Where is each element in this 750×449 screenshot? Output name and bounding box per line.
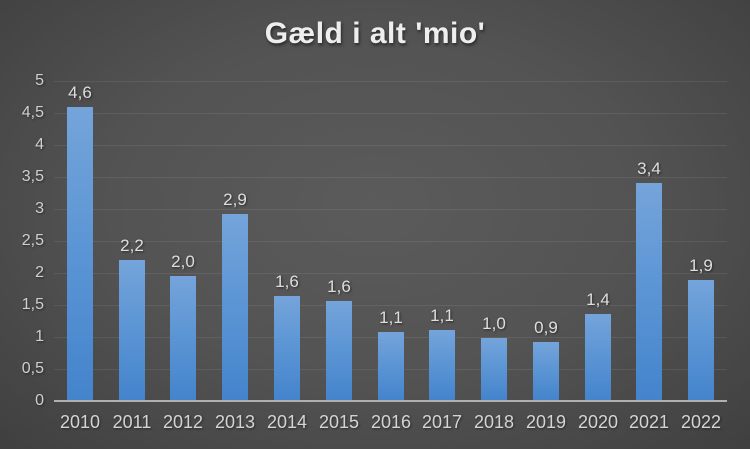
bar-value-label: 1,4 [586, 290, 610, 309]
bar-2014[interactable] [274, 296, 300, 400]
y-gridline [54, 209, 727, 210]
x-tick-label: 2022 [680, 412, 722, 432]
y-tick-label: 0 [35, 392, 44, 409]
x-tick-label: 2020 [577, 412, 619, 432]
bar-value-label: 1,6 [327, 277, 351, 296]
x-tick-label: 2015 [318, 412, 360, 432]
bar-value-label: 4,6 [68, 83, 92, 102]
y-tick-label: 4,5 [21, 104, 44, 121]
bar-2020[interactable] [585, 314, 611, 400]
y-gridline [54, 177, 727, 178]
bar-value-label: 2,0 [171, 252, 195, 271]
bar-2022[interactable] [688, 280, 714, 400]
x-tick-label: 2012 [162, 412, 204, 432]
bar-2019[interactable] [533, 342, 559, 400]
y-tick-label: 3,5 [21, 168, 44, 185]
bar-2013[interactable] [222, 214, 248, 400]
x-tick-label: 2013 [214, 412, 256, 432]
y-gridline [54, 113, 727, 114]
bar-value-label: 1,1 [430, 306, 454, 325]
x-axis-line [54, 400, 727, 402]
y-tick-label: 2 [35, 264, 44, 281]
y-tick-label: 1,5 [21, 296, 44, 313]
bar-value-label: 2,2 [120, 236, 144, 255]
x-tick-label: 2017 [421, 412, 463, 432]
y-tick-label: 2,5 [21, 232, 44, 249]
chart-title: Gæld i alt 'mio' [264, 17, 486, 50]
y-gridline [54, 273, 727, 274]
y-tick-label: 0,5 [21, 360, 44, 377]
y-tick-label: 1 [35, 328, 44, 345]
x-tick-label: 2016 [370, 412, 412, 432]
bar-2017[interactable] [429, 330, 455, 400]
bar-value-label: 1,9 [689, 256, 713, 275]
y-tick-label: 4 [35, 136, 44, 153]
x-tick-label: 2011 [112, 412, 152, 432]
bar-2012[interactable] [170, 276, 196, 400]
bar-value-label: 1,1 [379, 308, 403, 327]
y-gridline [54, 241, 727, 242]
bar-value-label: 2,9 [223, 190, 247, 209]
bar-2021[interactable] [636, 183, 662, 400]
x-tick-label: 2010 [59, 412, 101, 432]
bar-2018[interactable] [481, 338, 507, 400]
y-tick-label: 5 [35, 72, 44, 89]
x-tick-label: 2018 [473, 412, 515, 432]
bar-value-label: 0,9 [534, 318, 558, 337]
x-tick-label: 2019 [525, 412, 567, 432]
y-gridline [54, 81, 727, 82]
x-tick-label: 2014 [266, 412, 308, 432]
y-gridline [54, 305, 727, 306]
y-tick-label: 3 [35, 200, 44, 217]
bar-value-label: 3,4 [637, 159, 661, 178]
x-tick-label: 2021 [628, 412, 670, 432]
bar-value-label: 1,0 [482, 314, 506, 333]
bar-value-label: 1,6 [275, 272, 299, 291]
bar-2015[interactable] [326, 301, 352, 400]
bar-2010[interactable] [67, 107, 93, 400]
y-gridline [54, 145, 727, 146]
bar-2011[interactable] [119, 260, 145, 400]
bar-2016[interactable] [378, 332, 404, 400]
